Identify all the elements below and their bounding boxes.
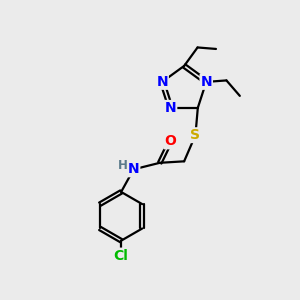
Text: S: S	[190, 128, 200, 142]
Text: O: O	[164, 134, 176, 148]
Text: N: N	[200, 75, 212, 89]
Text: N: N	[128, 162, 140, 176]
Text: N: N	[165, 101, 176, 115]
Text: H: H	[118, 159, 128, 172]
Text: N: N	[156, 75, 168, 89]
Text: Cl: Cl	[114, 248, 129, 262]
